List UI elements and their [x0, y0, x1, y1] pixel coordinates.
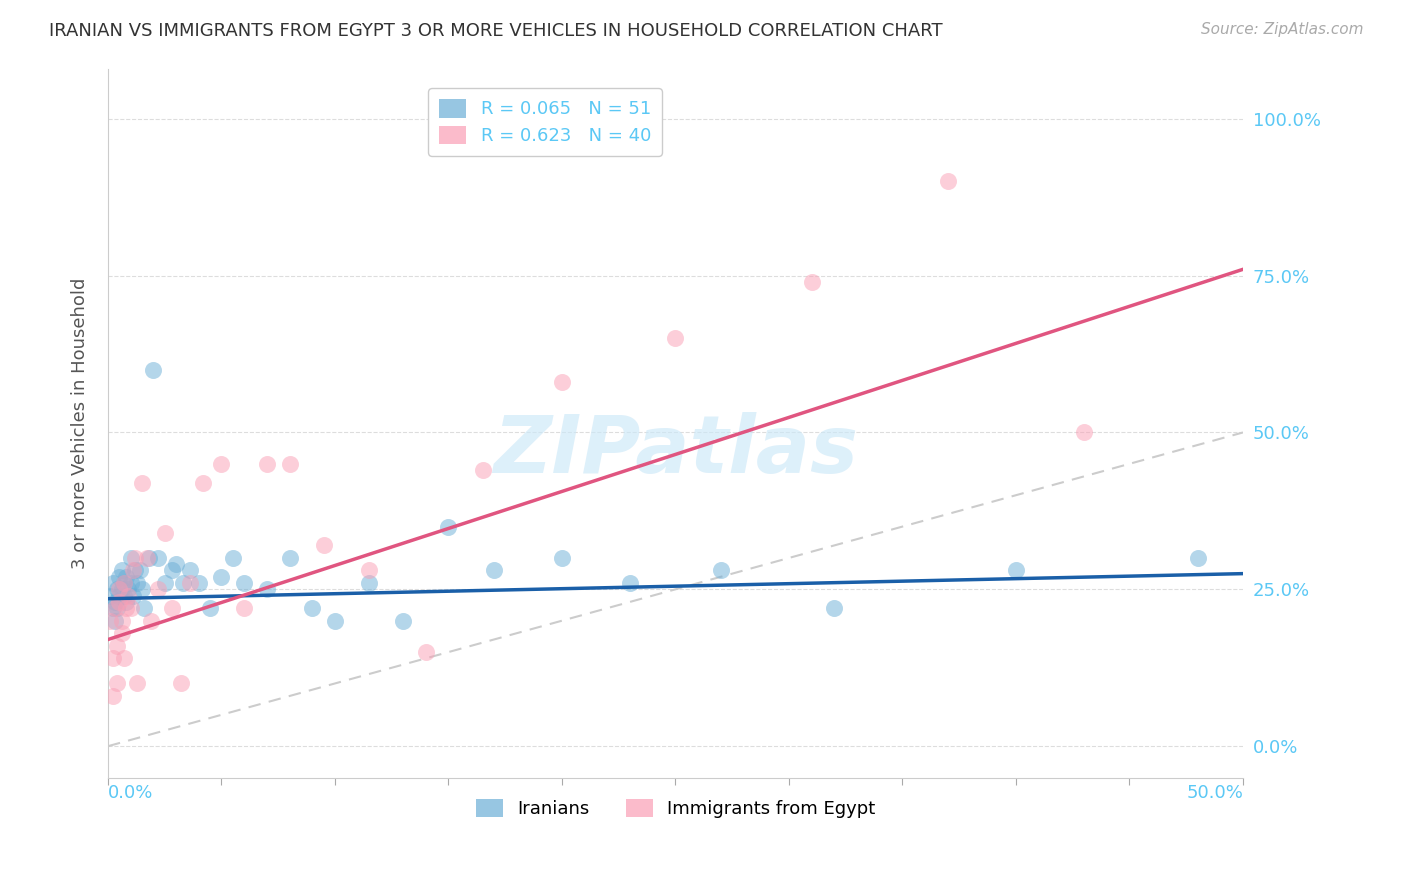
Point	[108, 570, 131, 584]
Point	[153, 576, 176, 591]
Point	[115, 595, 138, 609]
Point	[101, 576, 124, 591]
Point	[101, 651, 124, 665]
Point	[710, 564, 733, 578]
Point	[1187, 551, 1209, 566]
Point	[122, 564, 145, 578]
Point	[117, 589, 139, 603]
Point	[233, 601, 256, 615]
Point	[198, 601, 221, 615]
Point	[471, 463, 494, 477]
Text: 50.0%: 50.0%	[1187, 784, 1243, 802]
Point	[1005, 564, 1028, 578]
Point	[108, 595, 131, 609]
Point	[101, 601, 124, 615]
Point	[135, 551, 157, 566]
Point	[108, 582, 131, 597]
Point	[131, 475, 153, 490]
Text: ZIPatlas: ZIPatlas	[494, 412, 858, 491]
Point	[138, 551, 160, 566]
Point	[323, 614, 346, 628]
Point	[104, 614, 127, 628]
Point	[551, 551, 574, 566]
Point	[179, 564, 201, 578]
Legend: Iranians, Immigrants from Egypt: Iranians, Immigrants from Egypt	[468, 791, 883, 825]
Point	[437, 519, 460, 533]
Point	[104, 601, 127, 615]
Point	[127, 676, 149, 690]
Point	[105, 676, 128, 690]
Point	[823, 601, 845, 615]
Point	[115, 601, 138, 615]
Point	[134, 601, 156, 615]
Point	[233, 576, 256, 591]
Point	[120, 576, 142, 591]
Point	[1073, 425, 1095, 440]
Point	[112, 651, 135, 665]
Point	[936, 174, 959, 188]
Point	[124, 551, 146, 566]
Point	[551, 376, 574, 390]
Point	[278, 457, 301, 471]
Point	[357, 564, 380, 578]
Point	[278, 551, 301, 566]
Point	[165, 558, 187, 572]
Point	[357, 576, 380, 591]
Text: 0.0%: 0.0%	[108, 784, 153, 802]
Point	[222, 551, 245, 566]
Point	[110, 614, 132, 628]
Point	[110, 582, 132, 597]
Point	[115, 570, 138, 584]
Point	[392, 614, 415, 628]
Point	[415, 645, 437, 659]
Point	[139, 614, 162, 628]
Point	[120, 601, 142, 615]
Point	[482, 564, 505, 578]
Point	[101, 689, 124, 703]
Point	[211, 457, 233, 471]
Point	[179, 576, 201, 591]
Point	[187, 576, 209, 591]
Point	[120, 551, 142, 566]
Point	[112, 576, 135, 591]
Point	[105, 601, 128, 615]
Point	[127, 576, 149, 591]
Point	[142, 362, 165, 376]
Point	[172, 576, 194, 591]
Point	[169, 676, 191, 690]
Point	[128, 564, 150, 578]
Point	[256, 457, 278, 471]
Text: Source: ZipAtlas.com: Source: ZipAtlas.com	[1201, 22, 1364, 37]
Point	[105, 639, 128, 653]
Point	[112, 589, 135, 603]
Point	[800, 275, 823, 289]
Point	[108, 589, 131, 603]
Point	[124, 564, 146, 578]
Point	[619, 576, 641, 591]
Point	[98, 589, 121, 603]
Point	[160, 564, 183, 578]
Point	[104, 595, 127, 609]
Point	[301, 601, 323, 615]
Point	[110, 626, 132, 640]
Point	[122, 589, 145, 603]
Point	[211, 570, 233, 584]
Point	[105, 582, 128, 597]
Text: IRANIAN VS IMMIGRANTS FROM EGYPT 3 OR MORE VEHICLES IN HOUSEHOLD CORRELATION CHA: IRANIAN VS IMMIGRANTS FROM EGYPT 3 OR MO…	[49, 22, 943, 40]
Point	[664, 331, 686, 345]
Point	[110, 564, 132, 578]
Point	[112, 576, 135, 591]
Point	[256, 582, 278, 597]
Point	[146, 551, 169, 566]
Point	[193, 475, 215, 490]
Point	[117, 582, 139, 597]
Y-axis label: 3 or more Vehicles in Household: 3 or more Vehicles in Household	[72, 277, 89, 569]
Point	[146, 582, 169, 597]
Point	[98, 614, 121, 628]
Point	[153, 525, 176, 540]
Point	[160, 601, 183, 615]
Point	[131, 582, 153, 597]
Point	[312, 538, 335, 552]
